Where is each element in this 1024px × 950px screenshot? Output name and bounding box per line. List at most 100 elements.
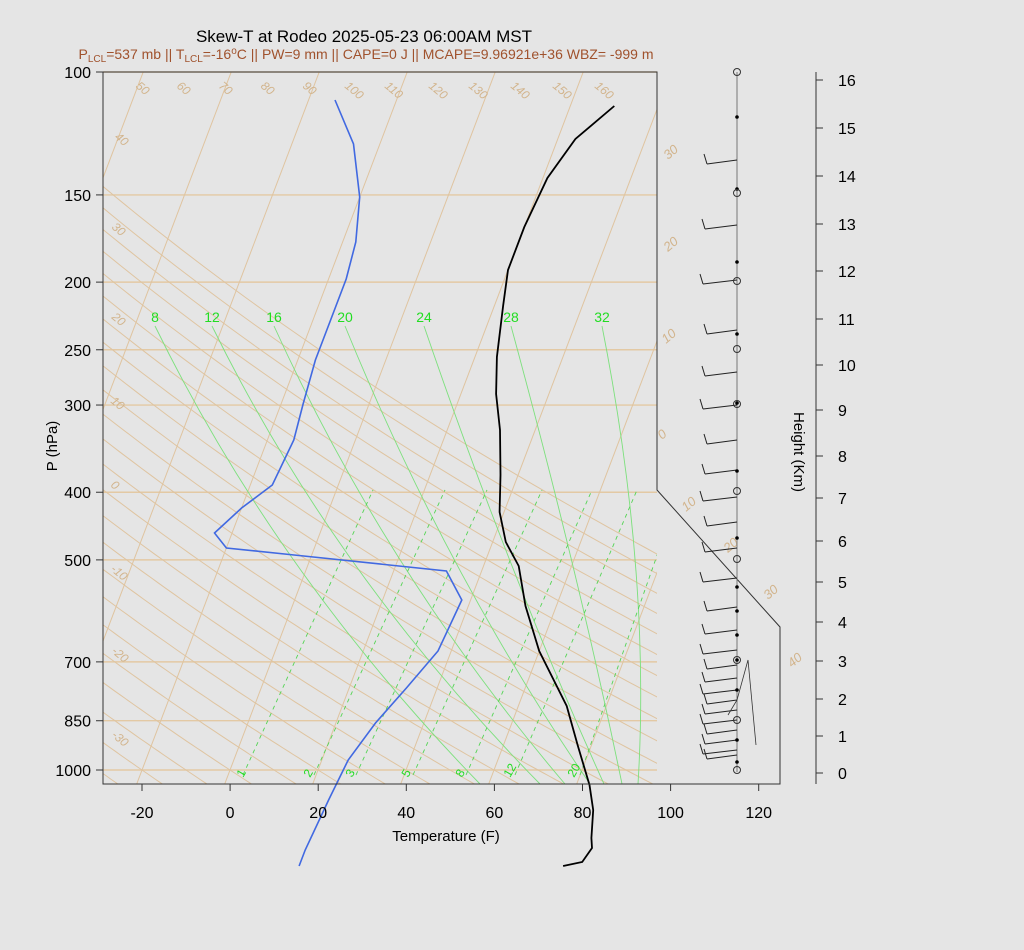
isotherm: [103, 72, 320, 643]
dry-adiabat: [103, 318, 657, 677]
wind-barb: [704, 629, 738, 635]
wind-ring: [733, 189, 741, 197]
mixing-ratio-lines: [242, 489, 657, 776]
wind-barb-flag: [701, 703, 706, 715]
height-tick-label: 11: [838, 312, 855, 329]
isotherm: [224, 72, 496, 784]
dry-adiabat: [0, 72, 74, 785]
height-tick-label: 5: [838, 575, 847, 592]
wind-barb: [706, 159, 738, 165]
x-tick-label: 40: [397, 805, 415, 822]
p-tick-label: 100: [64, 65, 91, 82]
dry-adiabat: [103, 413, 657, 764]
wind-dot: [735, 738, 739, 742]
wind-dot: [735, 585, 739, 589]
dry-adiabat: [103, 438, 654, 784]
wind-barb: [706, 606, 738, 612]
wind-ring: [733, 487, 741, 495]
wind-barb-flag: [699, 398, 704, 410]
wind-barb: [702, 279, 738, 285]
p-tick-label: 500: [64, 553, 91, 570]
dry-adiabat: [103, 568, 431, 784]
dry-adiabat: [103, 295, 657, 656]
wind-dot: [735, 115, 739, 119]
dry-adiabat: [103, 228, 657, 594]
wind-barb-flag: [703, 323, 708, 335]
dry-adiabat: [103, 207, 657, 575]
wind-barb-flag: [699, 490, 704, 502]
wind-barb: [706, 439, 738, 445]
height-tick-label: 10: [838, 358, 856, 375]
wind-barb-flag: [701, 218, 706, 230]
isotherm-label: 20: [660, 233, 682, 255]
x-tick-label: 0: [226, 805, 235, 822]
isotherm-label: 40: [784, 649, 805, 670]
wind-barb: [706, 329, 738, 335]
p-tick-label: 700: [64, 655, 91, 672]
wind-barb: [706, 664, 738, 670]
height-tick-label: 2: [838, 692, 847, 709]
wind-barb-flag: [699, 713, 704, 725]
dry-adiabat: [103, 341, 657, 698]
wind-barb: [706, 754, 738, 760]
wind-barb: [702, 719, 738, 725]
isotherm: [400, 107, 657, 784]
height-tick-label: 9: [838, 403, 847, 420]
wind-ring: [733, 766, 741, 774]
wind-barb-flag: [701, 463, 706, 475]
p-tick-label: 250: [64, 343, 91, 360]
isotherm: [488, 339, 657, 784]
wind-dot: [735, 633, 739, 637]
wind-barb-flag: [699, 743, 704, 755]
wind-barbs: [699, 68, 757, 774]
dry-adiabat: [103, 596, 387, 784]
moist-adiabat: [423, 325, 605, 784]
wind-barb-flag: [699, 571, 704, 583]
moist-adiabat-label: 28: [503, 309, 519, 325]
wind-dot: [735, 260, 739, 264]
mixing-ratio-label: 20: [564, 761, 583, 780]
wind-ring: [733, 277, 741, 285]
wind-barb-cluster: [727, 659, 757, 746]
wind-barb-flag: [703, 433, 708, 445]
wind-barb: [702, 689, 738, 695]
p-tick-label: 850: [64, 714, 91, 731]
dry-adiabat: [103, 515, 521, 784]
wind-barb-flag: [703, 658, 708, 670]
dry-adiabat: [103, 272, 657, 635]
wind-dot: [735, 401, 739, 405]
dry-adiabat: [103, 365, 657, 720]
wind-barb: [702, 404, 738, 410]
mixing-ratio-line: [514, 489, 638, 776]
wind-dot: [735, 536, 739, 540]
moist-adiabat-label: 16: [266, 309, 282, 325]
plot-area: [103, 72, 657, 784]
x-tick-label: 100: [657, 805, 684, 822]
wind-barb-flag: [701, 541, 706, 553]
wind-barb: [704, 547, 738, 553]
p-tick-label: 150: [64, 188, 91, 205]
x-tick-label: 80: [574, 805, 592, 822]
wind-barb-flag: [701, 733, 706, 745]
y-axis-label: P (hPa): [44, 421, 61, 472]
dry-adiabat: [103, 711, 208, 784]
plot-border: [102, 71, 781, 785]
height-tick-label: 0: [838, 766, 847, 783]
temperature-line: [495, 105, 615, 867]
isotherm: [103, 72, 232, 411]
isotherm: [136, 72, 408, 784]
wind-barb-flag: [701, 365, 706, 377]
p-tick-label: 400: [64, 485, 91, 502]
x-tick-label: 120: [745, 805, 772, 822]
wind-dot: [735, 332, 739, 336]
dry-adiabat-lines: [0, 72, 657, 785]
mixing-ratio-line: [465, 489, 593, 776]
moist-adiabat: [211, 325, 541, 784]
height-tick-label: 8: [838, 449, 847, 466]
height-tick-label: 12: [838, 264, 856, 281]
dry-adiabat: [103, 489, 565, 784]
wind-barb: [704, 469, 738, 475]
wind-dot: [735, 469, 739, 473]
wind-barb-flag: [699, 273, 704, 285]
plot-frame: [102, 71, 781, 785]
